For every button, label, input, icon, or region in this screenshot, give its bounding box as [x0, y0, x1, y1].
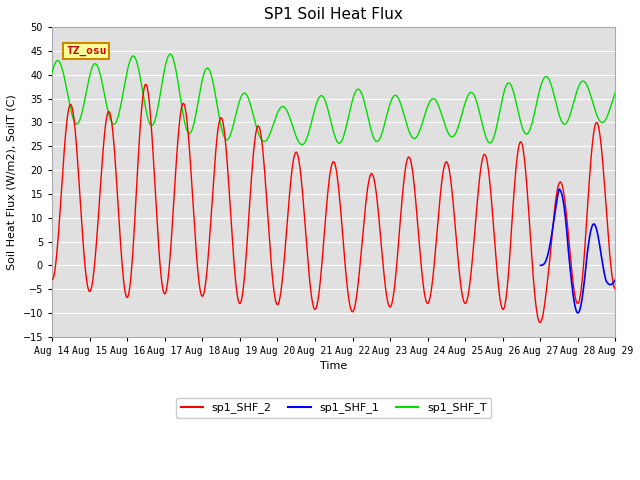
- Y-axis label: Soil Heat Flux (W/m2), SoilT (C): Soil Heat Flux (W/m2), SoilT (C): [7, 94, 17, 270]
- Legend: sp1_SHF_2, sp1_SHF_1, sp1_SHF_T: sp1_SHF_2, sp1_SHF_1, sp1_SHF_T: [176, 398, 492, 418]
- X-axis label: Time: Time: [320, 361, 348, 372]
- Title: SP1 Soil Heat Flux: SP1 Soil Heat Flux: [264, 7, 403, 22]
- Text: TZ_osu: TZ_osu: [66, 46, 107, 56]
